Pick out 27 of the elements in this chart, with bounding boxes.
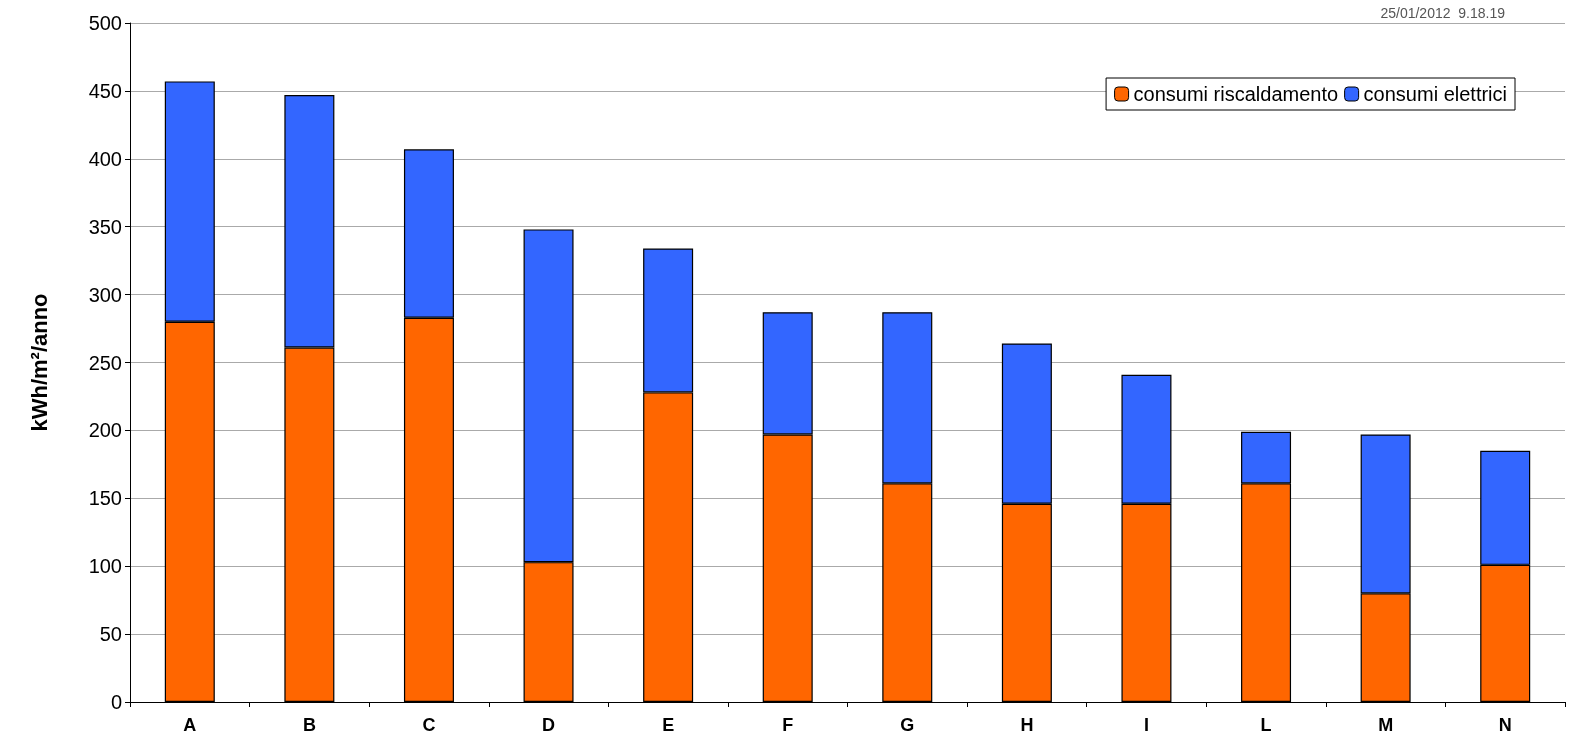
- y-tick-label: 350: [88, 215, 122, 238]
- text: 25/01/2012 9.18.19: [1380, 5, 1506, 21]
- y-tick-label: 0: [110, 691, 122, 713]
- x-tick-label: E: [662, 715, 675, 735]
- y-tick-label: 250: [88, 351, 122, 374]
- x-tick-label: I: [1143, 715, 1149, 735]
- legend-label: consumi elettrici: [1363, 83, 1508, 105]
- x-tick-label: C: [422, 715, 436, 735]
- y-tick-label: 300: [88, 283, 122, 306]
- y-tick-label: 150: [88, 487, 122, 510]
- x-tick-label: B: [302, 715, 316, 735]
- y-tick-label: 200: [88, 419, 122, 442]
- y-tick-label: 500: [88, 12, 122, 34]
- x-tick-label: A: [183, 715, 197, 735]
- y-axis-title: kWh/m²/anno: [26, 293, 52, 432]
- x-tick-label: L: [1260, 715, 1272, 735]
- y-tick-label: 100: [88, 555, 122, 578]
- y-tick-label: 50: [99, 623, 122, 646]
- x-tick-label: G: [900, 715, 915, 735]
- x-tick-label: M: [1378, 715, 1394, 735]
- x-tick-label: N: [1498, 715, 1512, 735]
- y-tick-label: 400: [88, 147, 122, 170]
- y-tick-label: 450: [88, 79, 122, 102]
- legend-label: consumi riscaldamento: [1133, 83, 1339, 105]
- x-tick-label: F: [782, 715, 794, 735]
- x-tick-label: H: [1020, 715, 1034, 735]
- x-tick-label: D: [542, 715, 556, 735]
